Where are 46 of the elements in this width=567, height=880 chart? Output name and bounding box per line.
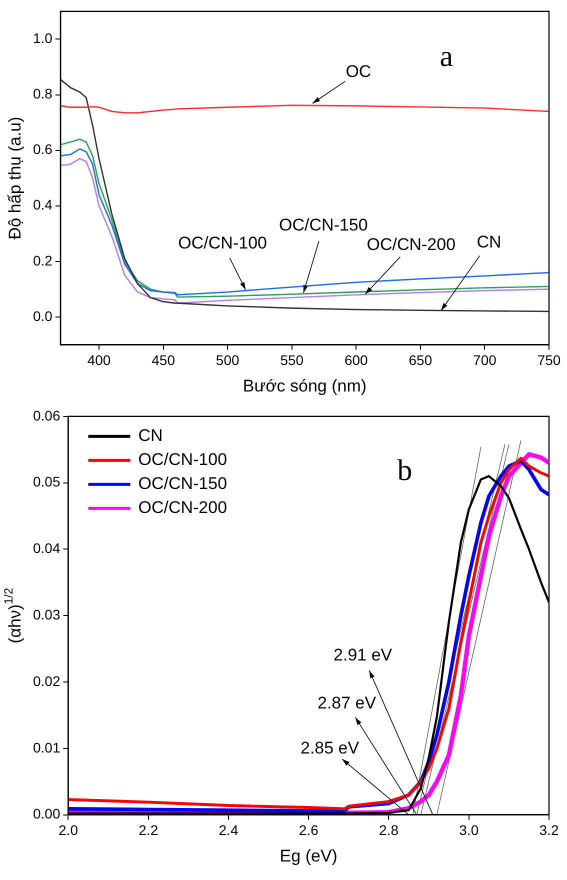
x-tick-label: 2.6 bbox=[298, 822, 319, 838]
annotation: OC/CN-200 bbox=[366, 234, 456, 254]
y-tick-label: 0.01 bbox=[33, 739, 60, 756]
legend-label: CN bbox=[138, 426, 163, 446]
x-axis-title: Eg (eV) bbox=[280, 846, 338, 866]
x-tick-label: 400 bbox=[87, 352, 111, 368]
annotation: a bbox=[440, 40, 454, 73]
x-tick-label: 550 bbox=[280, 352, 304, 368]
annotation: OC/CN-100 bbox=[178, 233, 267, 252]
x-tick-label: 3.0 bbox=[459, 822, 479, 838]
y-tick-label: 0.06 bbox=[33, 407, 60, 424]
y-tick-label: 0.04 bbox=[33, 540, 60, 556]
x-tick-label: 450 bbox=[152, 352, 176, 368]
y-tick-label: 0.02 bbox=[33, 672, 60, 689]
annotation: OC bbox=[346, 62, 372, 82]
legend-label: OC/CN-100 bbox=[138, 450, 228, 470]
y-tick-label: 0.4 bbox=[32, 196, 53, 213]
legend-label: OC/CN-200 bbox=[138, 498, 228, 518]
annotation: 2.91 eV bbox=[334, 645, 393, 664]
y-tick-label: 0.05 bbox=[33, 474, 60, 490]
y-tick-label: 0.2 bbox=[32, 252, 53, 268]
x-tick-label: 600 bbox=[344, 352, 368, 368]
x-tick-label: 500 bbox=[216, 352, 240, 368]
annotation: OC/CN-150 bbox=[279, 216, 368, 235]
annotation: b bbox=[397, 454, 412, 488]
annotation: 2.87 eV bbox=[317, 693, 377, 712]
x-tick-label: 750 bbox=[537, 352, 561, 368]
annotation: 2.85 eV bbox=[300, 738, 360, 758]
annotation: CN bbox=[476, 232, 502, 252]
x-tick-label: 2.0 bbox=[58, 822, 78, 838]
y-axis-title: (αhν)1/2 bbox=[1, 587, 25, 644]
y-tick-label: 0.03 bbox=[33, 606, 60, 622]
y-tick-label: 1.0 bbox=[32, 30, 53, 46]
x-tick-label: 650 bbox=[408, 352, 432, 368]
y-tick-label: 0.00 bbox=[33, 806, 60, 822]
x-tick-label: 2.2 bbox=[138, 822, 158, 838]
y-tick-label: 0.0 bbox=[32, 308, 53, 324]
x-tick-label: 2.4 bbox=[218, 822, 238, 838]
y-tick-label: 0.6 bbox=[32, 141, 53, 158]
x-tick-label: 3.2 bbox=[539, 822, 559, 838]
y-tick-label: 0.8 bbox=[32, 86, 53, 102]
x-tick-label: 2.8 bbox=[379, 822, 399, 838]
y-axis-title: Độ hấp thụ (a.u) bbox=[6, 116, 25, 240]
x-axis-title: Bước sóng (nm) bbox=[242, 376, 367, 396]
legend-label: OC/CN-150 bbox=[138, 474, 228, 494]
x-tick-label: 700 bbox=[473, 352, 497, 368]
